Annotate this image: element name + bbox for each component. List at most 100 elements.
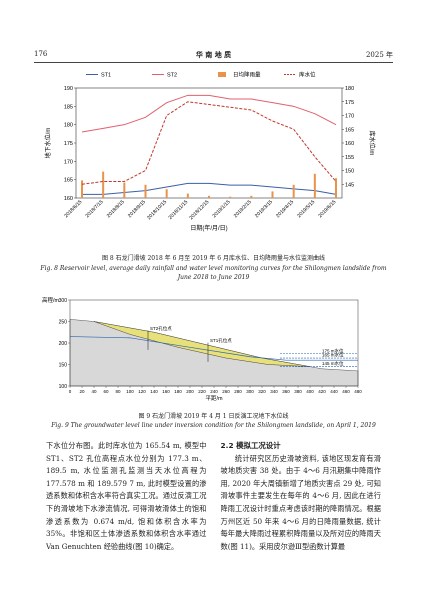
rain-bar	[81, 180, 83, 198]
column: 2.2 模拟工况设计统计研究区历史滑坡资料, 该地区现发育有滑坡地质灾害 38 …	[221, 440, 382, 553]
y-tick-label: 100	[59, 384, 68, 390]
borehole-label: ST1孔位点	[210, 337, 232, 344]
page-number: 176	[34, 50, 48, 58]
x-tick-label: 480	[354, 389, 362, 394]
x-tick-label: 420	[318, 389, 326, 394]
x-tick-label: 2018/9/15	[127, 199, 147, 219]
y-tick-label: 150	[59, 362, 68, 368]
paragraph: 统计研究区历史滑坡资料, 该地区现发育有滑坡地质灾害 38 处。由于 4～6 月…	[220, 453, 382, 551]
x-tick-label: 160	[162, 389, 170, 394]
x-tick-label: 260	[222, 389, 230, 394]
y-tick-label: 185	[64, 104, 73, 110]
water-level-label: 175 m水位	[322, 347, 344, 353]
rain-bar	[292, 184, 295, 198]
y2-tick-label: 170	[345, 114, 354, 120]
x-tick-label: 100	[126, 389, 134, 394]
y-tick-label: 190	[64, 86, 73, 92]
y-axis-title: 地下水位/m	[44, 128, 52, 159]
x-axis-title: 日期(年/月/日)	[190, 224, 227, 232]
x-tick-label: 2018/11/15	[168, 199, 190, 221]
caption: 图 8 石龙门滑坡 2018 年 6 月至 2019 年 6 月库水位、日均降雨…	[101, 255, 326, 262]
groundwater-line	[69, 336, 358, 361]
water-level-label: 165 m水位	[322, 352, 344, 358]
y-tick-label: 170	[64, 159, 73, 165]
y-tick-label: 180	[64, 123, 73, 129]
y2-tick-label: 165	[345, 127, 354, 133]
x-tick-label: 320	[258, 389, 266, 394]
column: 下水位分布图。此时库水位为 165.54 m, 模型中 ST1、ST2 孔位高程…	[46, 440, 207, 553]
rain-bar	[144, 184, 147, 198]
paragraph: 下水位分布图。此时库水位为 165.54 m, 模型中 ST1、ST2 孔位高程…	[46, 441, 207, 551]
section-heading: 2.2 模拟工况设计	[220, 441, 281, 450]
y2-tick-label: 180	[345, 86, 354, 92]
y2-tick-label: 150	[345, 169, 354, 175]
rain-bar	[229, 196, 232, 198]
journal: 华 南 地 质	[195, 50, 232, 59]
x-tick-label: 180	[174, 389, 182, 394]
y2-axis-title: 库水位/m	[368, 131, 376, 156]
body-text: 下水位分布图。此时库水位为 165.54 m, 模型中 ST1、ST2 孔位高程…	[46, 440, 381, 553]
series-line	[81, 101, 337, 185]
x-tick-label: 120	[138, 389, 146, 394]
x-tick-label: 220	[198, 389, 206, 394]
x-tick-label: 2019/6/15	[317, 199, 337, 219]
x-tick-label: 60	[103, 389, 109, 394]
x-tick-label: 80	[115, 389, 121, 394]
y-tick-label: 165	[64, 178, 73, 184]
legend-swatch	[218, 72, 226, 77]
running-header: 176 华 南 地 质 2025 年	[34, 50, 393, 63]
rain-bar	[102, 171, 105, 198]
rain-bar	[271, 191, 274, 198]
y-tick-label: 300	[59, 298, 68, 304]
x-tick-label: 240	[210, 389, 218, 394]
y-tick-label: 200	[59, 341, 68, 347]
rain-bar	[313, 173, 316, 198]
legend-label: ST1	[101, 73, 111, 79]
x-tick-label: 140	[150, 389, 158, 394]
x-tick-label: 2018/12/15	[188, 199, 210, 221]
x-tick-label: 380	[294, 389, 302, 394]
x-tick-label: 2019/1/15	[212, 199, 232, 219]
x-tick-label: 440	[330, 389, 338, 394]
rain-bar	[250, 195, 253, 198]
x-tick-label: 460	[342, 389, 350, 394]
x-tick-label: 340	[270, 389, 278, 394]
y2-tick-label: 155	[345, 155, 354, 161]
series-line	[82, 182, 337, 195]
x-tick-label: 300	[246, 389, 254, 394]
figure-8: 160 165 170 175 180 185 190 145 150 155 160 165 170 1…	[44, 71, 376, 233]
x-tick-label: 200	[186, 389, 194, 394]
x-axis-title: 平距/m	[205, 395, 223, 402]
rain-bar	[165, 189, 168, 198]
y-tick-label: 160	[64, 196, 73, 202]
water-level-label: 145 m水位	[322, 360, 344, 366]
x-tick-label: 2019/3/15	[254, 199, 274, 219]
y-tick-label: 175	[64, 141, 73, 147]
x-tick-label: 360	[282, 389, 290, 394]
rain-bar	[335, 178, 337, 198]
x-tick-label: 2018/8/15	[106, 199, 126, 219]
rain-bar	[123, 182, 126, 198]
y2-tick-label: 145	[345, 182, 354, 188]
legend-label: 日均降雨量	[233, 71, 261, 79]
caption-en: Fig. 8 Reservoir level, average daily ra…	[40, 265, 387, 281]
year: 2025 年	[365, 51, 393, 59]
x-tick-label: 2019/4/15	[275, 199, 295, 219]
borehole-label: ST2孔位点	[150, 325, 172, 332]
y-axis-title: 高程/m	[42, 296, 60, 304]
x-tick-label: 280	[234, 389, 242, 394]
legend-label: 库水位	[299, 71, 316, 79]
x-tick-label: 2018/10/15	[146, 199, 168, 221]
y-tick-label: 250	[59, 319, 68, 325]
x-tick-label: 2019/2/15	[233, 199, 253, 219]
x-tick-label: 2018/6/15	[63, 199, 83, 219]
x-tick-label: 2018/7/15	[85, 199, 105, 219]
caption: 图 9 石龙门滑坡 2019 年 4 月 1 日反演工况地下水位线	[138, 413, 289, 420]
legend-label: ST2	[167, 73, 177, 79]
caption-en: Fig. 9 The groundwater level line under …	[51, 422, 376, 429]
x-tick-label: 20	[79, 389, 85, 394]
rain-bar	[186, 193, 189, 198]
y2-tick-label: 160	[345, 141, 354, 147]
